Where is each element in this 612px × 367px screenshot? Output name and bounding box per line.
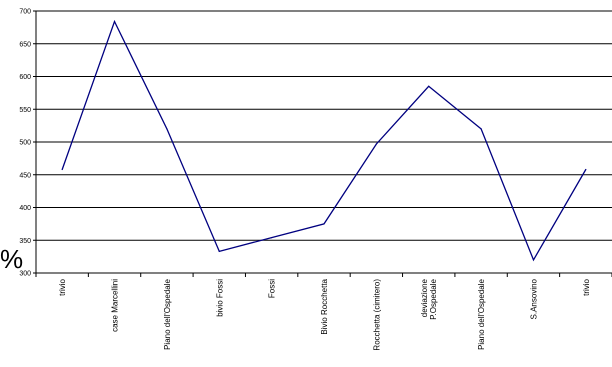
data-point (113, 20, 116, 23)
grid-lines (35, 10, 612, 274)
x-tick-label: S.Ansovino (529, 278, 538, 319)
data-point (375, 143, 377, 145)
x-tick-label: Bivio Rocchetta (320, 278, 329, 334)
x-tick-label: Fossi (268, 279, 277, 298)
y-tick-label: 450 (19, 172, 31, 179)
x-tick-label: P.Ospedale (429, 278, 438, 319)
data-point (480, 128, 482, 130)
x-tick-label: bivio Fossi (215, 279, 224, 317)
y-tick-label: 400 (19, 205, 31, 212)
series-layer (61, 19, 587, 262)
x-tick-label: trivio (582, 278, 591, 295)
y-tick-label: 350 (19, 238, 31, 245)
y-tick-label: 300 (19, 271, 31, 278)
data-point (585, 168, 587, 171)
x-tick-label: case Marcellini (111, 279, 120, 332)
data-point (271, 237, 273, 239)
y-tick-label: 550 (19, 107, 31, 114)
x-tick-label: Piano dell'Ospedale (163, 278, 172, 349)
data-point (323, 223, 325, 225)
x-tick-label: trivio (58, 278, 67, 295)
data-point (428, 85, 430, 87)
data-point (61, 168, 63, 171)
data-point (218, 250, 220, 252)
y-tick-label: 600 (19, 74, 31, 81)
y-tick-label: 650 (19, 41, 31, 48)
x-tick-label: Rocchetta (cimitero) (372, 279, 381, 351)
x-tick-label: deviazione (420, 278, 429, 317)
stray-percent-glyph: % (0, 244, 24, 274)
x-tick-label: Piano dell'Ospedale (477, 278, 486, 349)
y-tick-label: 500 (19, 140, 31, 147)
data-point (532, 259, 535, 261)
y-axis-ticks: 300 350 400 450 500 550 600 650 700 (19, 9, 36, 278)
data-point (166, 128, 168, 130)
y-tick-label: 700 (19, 9, 31, 16)
x-axis-ticks: trivio case Marcellini Piano dell'Ospedale… (35, 273, 612, 351)
